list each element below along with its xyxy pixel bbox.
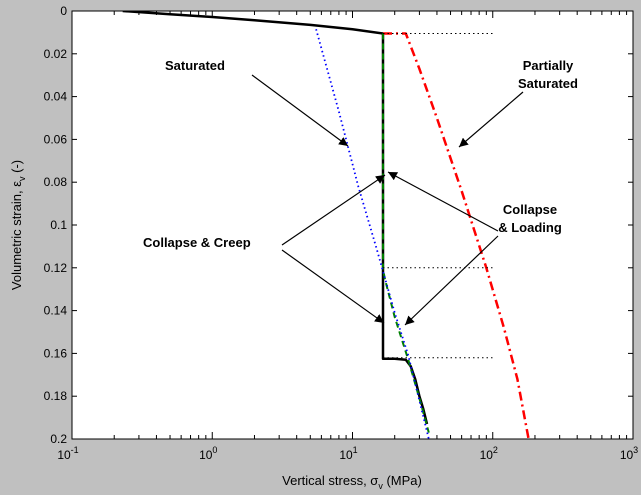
arrow-collapse-loading-lower	[404, 235, 499, 326]
series-line-1	[383, 32, 530, 439]
x-tick-label: 102	[480, 445, 498, 462]
y-axis-label: Volumetric strain, εv (-)	[9, 160, 27, 290]
y-tick-label: 0.16	[44, 346, 68, 360]
series-group	[122, 11, 530, 439]
y-tick-label: 0.14	[44, 304, 68, 318]
annotation-collapse-loading-line1: Collapse	[503, 202, 557, 217]
annotation-collapse-creep: Collapse & Creep	[143, 235, 251, 250]
x-tick-label: 101	[339, 445, 357, 462]
arrow-partially-saturated	[458, 91, 524, 148]
annotations: Saturated Partially Saturated Collapse &…	[143, 58, 578, 326]
arrow-saturated	[251, 74, 349, 147]
series-line-3	[315, 28, 430, 439]
arrow-collapse-loading-upper	[387, 171, 499, 232]
annotation-collapse-loading-line2: & Loading	[498, 220, 562, 235]
annotation-partially-saturated-line1: Partially	[523, 58, 574, 73]
plot-area	[71, 10, 634, 440]
arrow-collapse-creep-upper	[281, 174, 386, 246]
y-tick-label: 0.06	[44, 132, 68, 146]
x-tick-label: 10-1	[57, 445, 78, 462]
x-tick-labels: 10-1 100 101 102 103	[57, 445, 638, 462]
y-tick-label: 0.02	[44, 47, 68, 61]
y-tick-label: 0.2	[50, 432, 67, 446]
y-tick-label: 0.12	[44, 261, 68, 275]
annotation-partially-saturated-line2: Saturated	[518, 76, 578, 91]
y-tick-label: 0.08	[44, 175, 68, 189]
y-tick-label: 0	[60, 4, 67, 18]
axis-ticks	[71, 10, 634, 440]
y-tick-label: 0.1	[50, 218, 67, 232]
annotation-saturated: Saturated	[165, 58, 225, 73]
arrow-collapse-creep-lower	[281, 249, 385, 324]
x-tick-label: 103	[620, 445, 638, 462]
y-tick-label: 0.18	[44, 389, 68, 403]
x-tick-label: 100	[199, 445, 217, 462]
y-tick-labels: 0 0.02 0.04 0.06 0.08 0.1 0.12 0.14 0.16 0.18 0.2	[44, 4, 68, 446]
y-tick-label: 0.04	[44, 90, 68, 104]
x-axis-label: Vertical stress, σv (MPa)	[282, 473, 422, 491]
